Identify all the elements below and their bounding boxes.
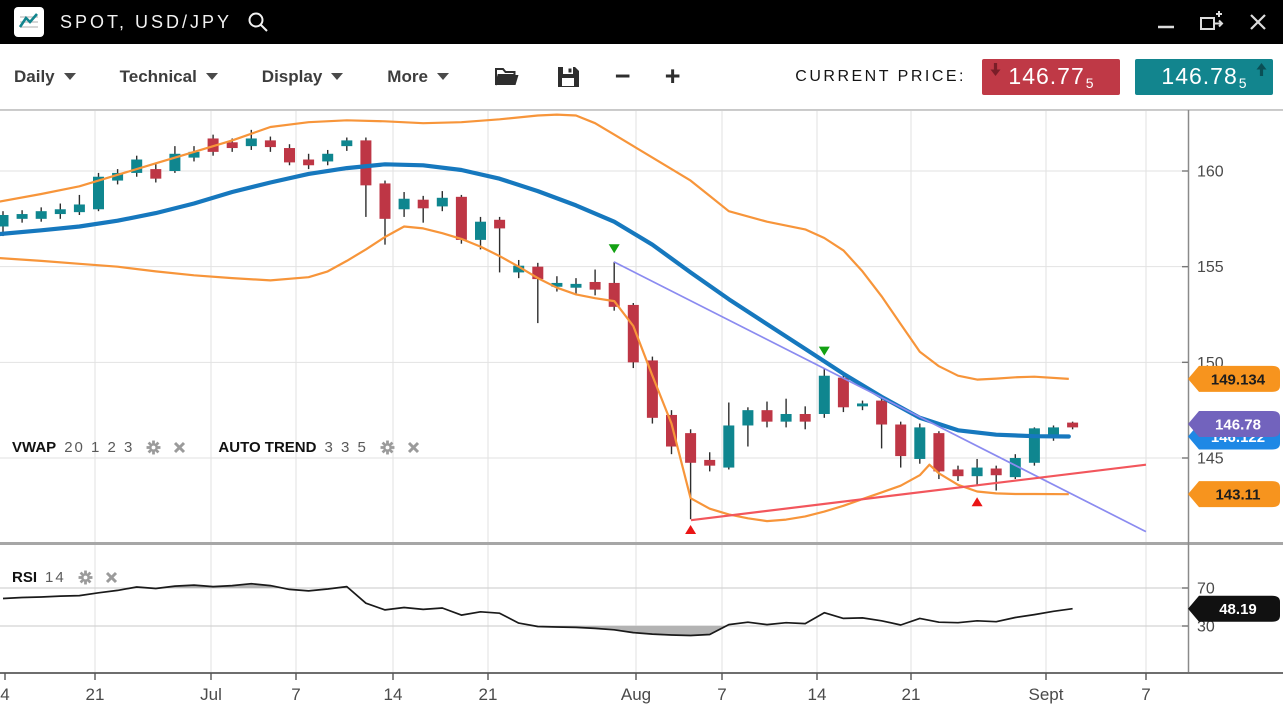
dropdown-daily[interactable]: Daily xyxy=(14,67,76,87)
chevron-down-icon xyxy=(63,73,76,80)
rsi-remove-icon[interactable] xyxy=(105,571,118,584)
window-controls xyxy=(1155,11,1269,33)
vwap-remove-icon[interactable] xyxy=(173,441,186,454)
svg-text:Sept: Sept xyxy=(1029,685,1064,704)
svg-text:7: 7 xyxy=(1141,685,1150,704)
chevron-down-icon xyxy=(436,73,449,80)
dropdown-more[interactable]: More xyxy=(387,67,449,87)
chevron-down-icon xyxy=(205,73,218,80)
minimize-icon[interactable] xyxy=(1155,12,1177,32)
arrow-down-icon xyxy=(989,62,1002,82)
svg-text:21: 21 xyxy=(479,685,498,704)
zoom-in-icon[interactable]: + xyxy=(664,61,681,91)
svg-text:7: 7 xyxy=(717,685,726,704)
svg-text:143.11: 143.11 xyxy=(1215,487,1260,504)
dropdown-technical[interactable]: Technical xyxy=(120,67,218,87)
svg-text:160: 160 xyxy=(1197,164,1224,181)
current-price-label: CURRENT PRICE: xyxy=(795,67,966,85)
dropdown-daily-label: Daily xyxy=(14,66,55,86)
dropdown-display-label: Display xyxy=(261,66,323,86)
popout-icon[interactable] xyxy=(1199,11,1225,33)
close-icon[interactable] xyxy=(1247,11,1269,33)
auto-trend-settings-gear-icon[interactable] xyxy=(380,440,395,455)
rsi-settings-gear-icon[interactable] xyxy=(78,570,93,585)
chevron-down-icon xyxy=(331,73,344,80)
dropdown-display[interactable]: Display xyxy=(261,66,344,87)
bid-price-button[interactable]: 146.77 5 xyxy=(982,58,1120,95)
svg-text:21: 21 xyxy=(902,685,921,704)
svg-text:48.19: 48.19 xyxy=(1219,601,1257,618)
bid-price-value: 146.77 xyxy=(1008,63,1085,89)
auto-trend-remove-icon[interactable] xyxy=(407,441,420,454)
svg-text:70: 70 xyxy=(1197,581,1215,598)
svg-text:155: 155 xyxy=(1197,259,1224,276)
svg-text:Aug: Aug xyxy=(621,685,651,704)
svg-text:14: 14 xyxy=(808,685,827,704)
window-titlebar: SPOT, USD/JPY xyxy=(0,0,1283,44)
svg-text:146.78: 146.78 xyxy=(1215,416,1261,433)
svg-text:145: 145 xyxy=(1197,450,1224,467)
arrow-up-icon xyxy=(1255,62,1268,82)
search-icon[interactable] xyxy=(246,10,270,34)
bid-price-pip: 5 xyxy=(1085,74,1094,91)
ask-price-pip: 5 xyxy=(1238,74,1247,91)
window-title: SPOT, USD/JPY xyxy=(60,11,233,32)
toolbar: Daily Technical Display More xyxy=(0,44,1283,110)
ask-price-value: 146.78 xyxy=(1161,63,1238,89)
dropdown-technical-label: Technical xyxy=(119,66,197,86)
app-logo-icon xyxy=(14,7,44,37)
svg-text:Jul: Jul xyxy=(200,685,222,704)
svg-text:14: 14 xyxy=(384,685,403,704)
ask-price-button[interactable]: 146.78 5 xyxy=(1135,58,1273,95)
svg-text:30: 30 xyxy=(1197,619,1215,636)
svg-text:4: 4 xyxy=(0,685,9,704)
svg-text:149.134: 149.134 xyxy=(1211,371,1266,388)
open-folder-icon[interactable] xyxy=(493,65,521,89)
save-icon[interactable] xyxy=(555,64,581,90)
svg-text:21: 21 xyxy=(86,685,105,704)
svg-text:7: 7 xyxy=(291,685,300,704)
vwap-settings-gear-icon[interactable] xyxy=(146,440,161,455)
chart-area[interactable]: 160 155 150 145 70 30 4 21 Jul 7 14 21 Aug 7 14 21 Sept 7… xyxy=(0,110,1283,710)
zoom-out-icon[interactable]: − xyxy=(614,61,631,91)
dropdown-more-label: More xyxy=(387,66,428,86)
